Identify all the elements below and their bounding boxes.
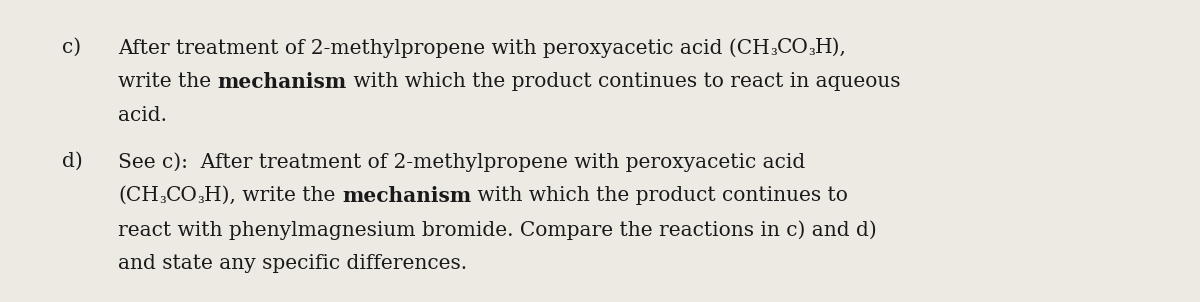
Text: c): c): [62, 38, 82, 57]
Text: H),: H),: [815, 38, 847, 57]
Text: write the: write the: [118, 72, 217, 91]
Text: d): d): [62, 152, 83, 171]
Text: mechanism: mechanism: [342, 186, 472, 206]
Text: acid.: acid.: [118, 106, 167, 125]
Text: ₃: ₃: [809, 42, 815, 59]
Text: mechanism: mechanism: [217, 72, 347, 92]
Text: (CH: (CH: [118, 186, 158, 205]
Text: react with phenylmagnesium bromide. Compare the reactions in c) and d): react with phenylmagnesium bromide. Comp…: [118, 220, 877, 240]
Text: and state any specific differences.: and state any specific differences.: [118, 254, 467, 273]
Text: CO: CO: [166, 186, 198, 205]
Text: with which the product continues to react in aqueous: with which the product continues to reac…: [347, 72, 900, 91]
Text: ₃: ₃: [158, 190, 166, 207]
Text: ₃: ₃: [198, 190, 204, 207]
Text: After treatment of 2-methylpropene with peroxyacetic acid (CH: After treatment of 2-methylpropene with …: [118, 38, 769, 58]
Text: CO: CO: [776, 38, 809, 57]
Text: with which the product continues to: with which the product continues to: [472, 186, 848, 205]
Text: ₃: ₃: [769, 42, 776, 59]
Text: See c):  After treatment of 2-methylpropene with peroxyacetic acid: See c): After treatment of 2-methylprope…: [118, 152, 805, 172]
Text: H), write the: H), write the: [204, 186, 342, 205]
